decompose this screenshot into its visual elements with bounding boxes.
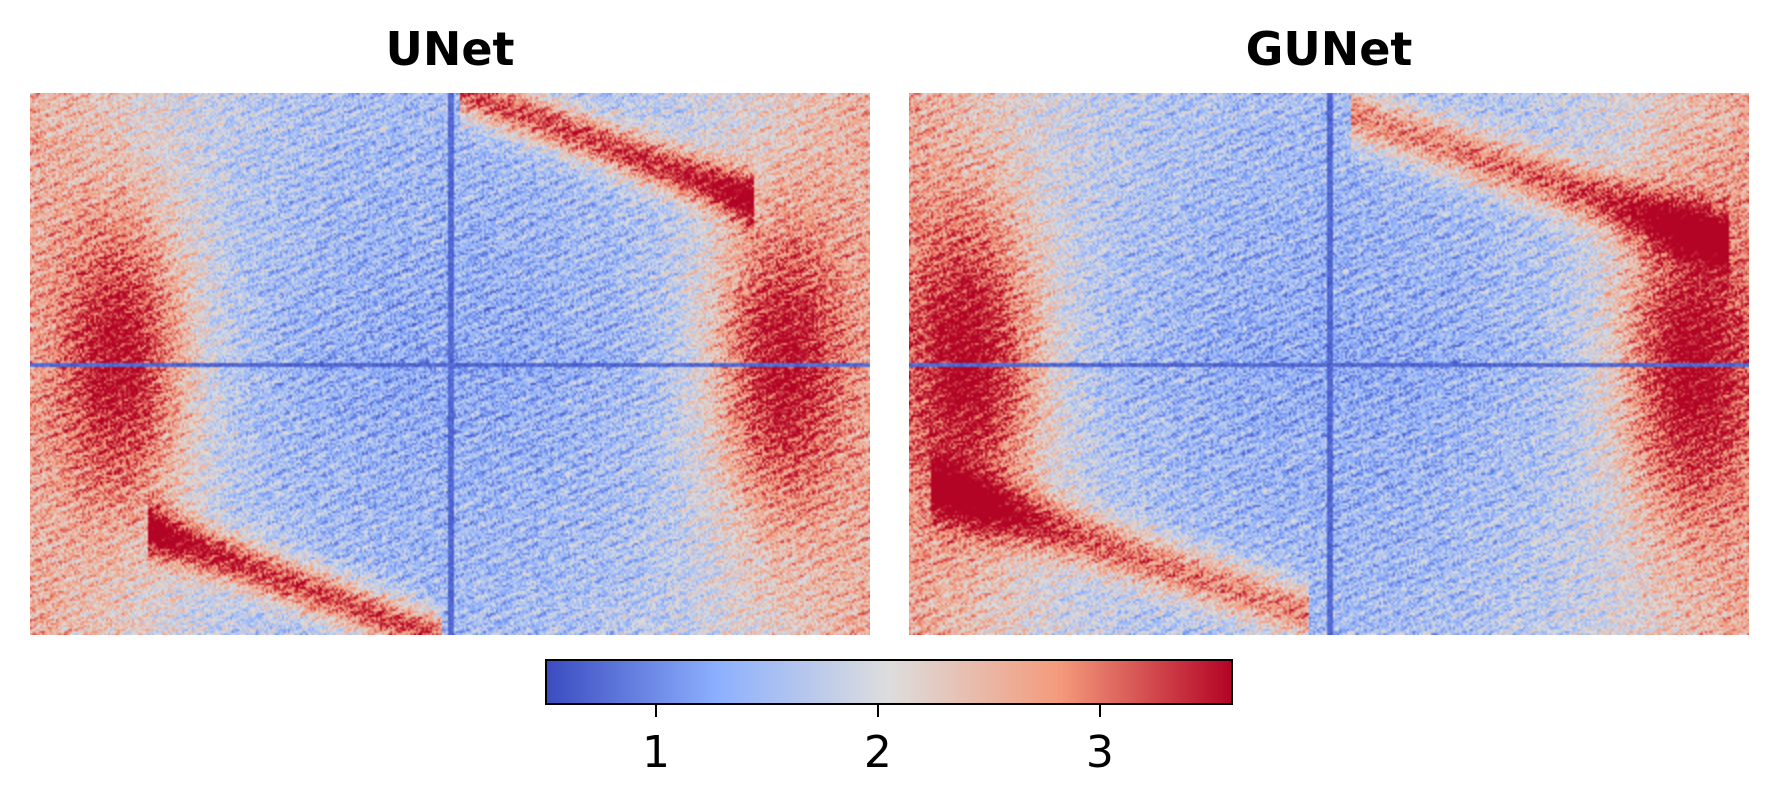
panel-title-gunet: GUNet xyxy=(1245,22,1413,76)
colorbar xyxy=(545,659,1233,705)
heatmap-gunet xyxy=(909,93,1749,635)
panel-title-unet: UNet xyxy=(385,22,515,76)
colorbar-tick xyxy=(654,705,657,717)
colorbar-tick xyxy=(1098,705,1101,717)
colorbar-tick-label: 2 xyxy=(863,727,892,778)
heatmap-unet xyxy=(30,93,870,635)
colorbar-tick xyxy=(876,705,879,717)
colorbar-tick-label: 1 xyxy=(641,727,670,778)
colorbar-tick-label: 3 xyxy=(1085,727,1114,778)
